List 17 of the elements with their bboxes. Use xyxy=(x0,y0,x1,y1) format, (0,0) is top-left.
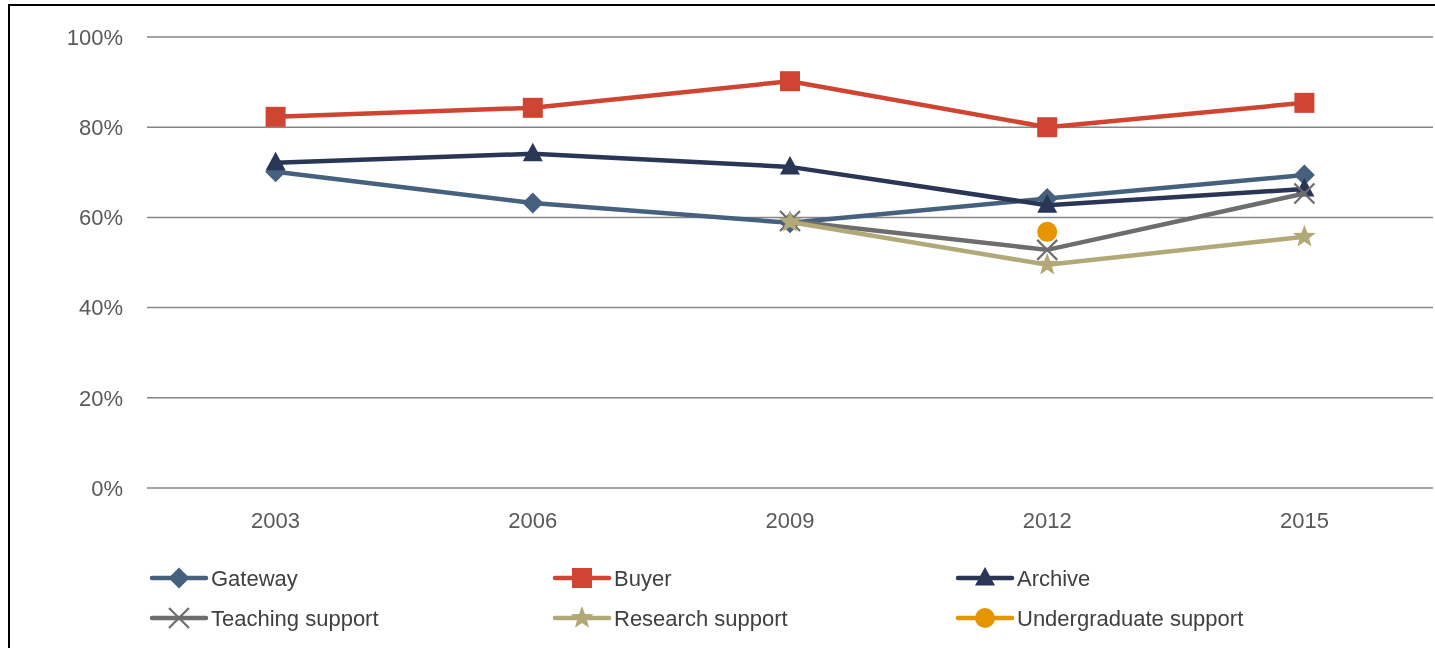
y-tick-label: 100% xyxy=(66,24,123,50)
y-tick-label: 20% xyxy=(78,385,123,411)
legend-label: Archive xyxy=(1017,565,1091,591)
y-tick-label: 60% xyxy=(78,205,123,231)
legend-label: Research support xyxy=(614,605,788,631)
legend-label: Gateway xyxy=(211,565,298,591)
legend-label: Undergraduate support xyxy=(1017,605,1244,631)
legend-label: Teaching support xyxy=(211,605,379,631)
x-tick-label: 2012 xyxy=(1022,508,1072,533)
legend-label: Buyer xyxy=(614,565,672,591)
x-tick-label: 2006 xyxy=(508,508,558,533)
y-tick-label: 40% xyxy=(78,295,123,321)
x-tick-label: 2003 xyxy=(251,508,301,533)
y-tick-label: 0% xyxy=(91,475,123,501)
y-tick-label: 80% xyxy=(78,114,123,140)
x-tick-label: 2015 xyxy=(1279,508,1329,533)
x-tick-label: 2009 xyxy=(765,508,815,533)
